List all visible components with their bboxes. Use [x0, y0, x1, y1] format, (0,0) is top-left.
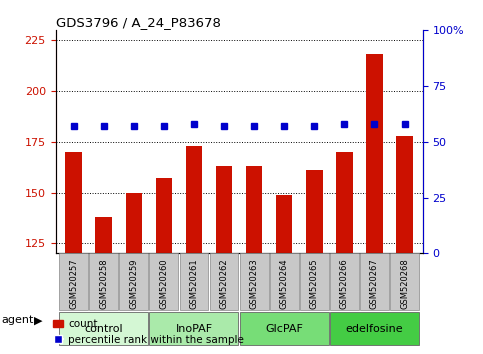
- Text: GSM520267: GSM520267: [370, 258, 379, 309]
- Bar: [306, 170, 323, 253]
- Bar: [336, 152, 353, 253]
- FancyBboxPatch shape: [300, 253, 329, 310]
- Bar: [276, 195, 293, 253]
- Text: GlcPAF: GlcPAF: [265, 324, 303, 333]
- FancyBboxPatch shape: [330, 253, 359, 310]
- FancyBboxPatch shape: [390, 253, 419, 310]
- Text: GSM520261: GSM520261: [189, 258, 199, 309]
- FancyBboxPatch shape: [180, 253, 208, 310]
- Text: GSM520262: GSM520262: [220, 258, 228, 309]
- FancyBboxPatch shape: [270, 253, 298, 310]
- Bar: [246, 166, 262, 253]
- FancyBboxPatch shape: [360, 253, 389, 310]
- Text: GSM520263: GSM520263: [250, 258, 258, 309]
- Text: GSM520268: GSM520268: [400, 258, 409, 309]
- FancyBboxPatch shape: [210, 253, 239, 310]
- FancyBboxPatch shape: [240, 253, 269, 310]
- Text: GSM520259: GSM520259: [129, 258, 138, 309]
- FancyBboxPatch shape: [330, 312, 419, 345]
- FancyBboxPatch shape: [59, 312, 148, 345]
- FancyBboxPatch shape: [149, 312, 239, 345]
- Text: control: control: [85, 324, 123, 333]
- Text: GSM520266: GSM520266: [340, 258, 349, 309]
- Bar: [96, 217, 112, 253]
- Text: GDS3796 / A_24_P83678: GDS3796 / A_24_P83678: [56, 16, 220, 29]
- Legend: count, percentile rank within the sample: count, percentile rank within the sample: [49, 315, 249, 349]
- Bar: [396, 136, 413, 253]
- Bar: [65, 152, 82, 253]
- Bar: [366, 55, 383, 253]
- FancyBboxPatch shape: [59, 253, 88, 310]
- FancyBboxPatch shape: [149, 253, 178, 310]
- Bar: [185, 146, 202, 253]
- FancyBboxPatch shape: [240, 312, 329, 345]
- Text: edelfosine: edelfosine: [346, 324, 403, 333]
- FancyBboxPatch shape: [89, 253, 118, 310]
- Text: GSM520257: GSM520257: [69, 258, 78, 309]
- Text: GSM520258: GSM520258: [99, 258, 108, 309]
- Bar: [126, 193, 142, 253]
- Text: GSM520260: GSM520260: [159, 258, 169, 309]
- Bar: [156, 178, 172, 253]
- Text: ▶: ▶: [34, 315, 43, 325]
- Text: GSM520264: GSM520264: [280, 258, 289, 309]
- FancyBboxPatch shape: [119, 253, 148, 310]
- Bar: [216, 166, 232, 253]
- Text: InoPAF: InoPAF: [175, 324, 213, 333]
- Text: agent: agent: [1, 315, 33, 325]
- Text: GSM520265: GSM520265: [310, 258, 319, 309]
